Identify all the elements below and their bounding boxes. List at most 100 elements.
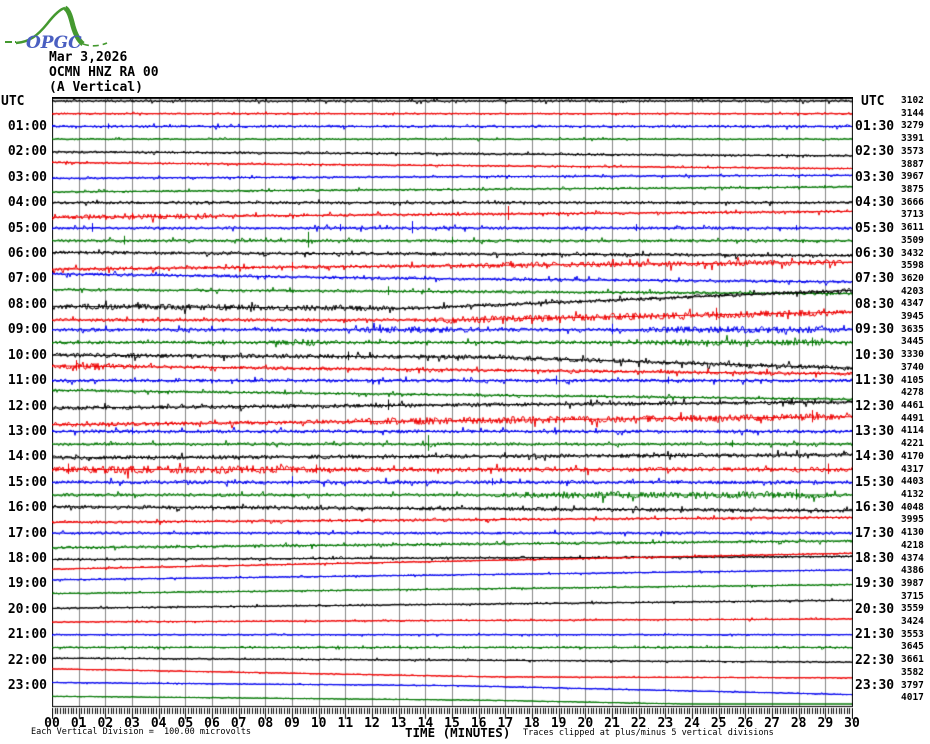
right-time-label: 12:30 (855, 398, 895, 414)
x-tick-label: 02 (97, 716, 114, 731)
logo-curve-ascent (15, 6, 66, 45)
x-tick-label: 07 (230, 716, 247, 731)
trace-value-label: 4203 (901, 285, 924, 297)
trace-value-label: 4170 (901, 450, 924, 462)
x-tick-label: 30 (844, 716, 860, 731)
header-component: (A Vertical) (49, 80, 143, 95)
trace-value-label: 3573 (901, 145, 924, 157)
right-time-label: 04:30 (855, 195, 895, 211)
right-time-label: 18:30 (855, 551, 895, 566)
trace-value-label: 3967 (901, 171, 924, 183)
left-time-label: 03:00 (7, 169, 47, 185)
x-tick-label: 15 (444, 716, 460, 731)
left-time-label: 08:00 (7, 296, 47, 312)
left-time-label: 20:00 (7, 601, 47, 617)
left-time-label: 23:00 (7, 678, 47, 694)
x-tick-label: 06 (204, 716, 220, 731)
trace-value-label: 3424 (901, 616, 924, 628)
left-time-label: 12:00 (7, 398, 47, 414)
right-time-label: 03:30 (855, 169, 895, 185)
opgc-logo: OPGC (5, 5, 108, 52)
right-time-label: 06:30 (855, 246, 895, 261)
trace-value-label: 3645 (901, 641, 924, 653)
trace-value-label: 3945 (901, 311, 924, 323)
logo-curve-descent (63, 5, 85, 46)
trace-value-label: 3666 (901, 196, 924, 208)
x-tick-label: 01 (70, 716, 87, 731)
trace-value-label: 3875 (901, 183, 924, 195)
x-tick-label: 25 (710, 716, 727, 731)
plot-header: Mar 3,2026 OCMN HNZ RA 00 (A Vertical) (49, 50, 159, 95)
trace-value-label: 3598 (901, 260, 924, 272)
trace-value-label: 3620 (901, 272, 924, 284)
trace-value-label: 3715 (901, 590, 924, 602)
trace-value-label: 3611 (901, 222, 924, 234)
trace-value-label: 3391 (901, 133, 924, 145)
trace-value-label: 3445 (901, 336, 924, 348)
left-time-label: 16:00 (7, 500, 47, 516)
right-time-label: 08:30 (855, 296, 895, 312)
left-time-label: 22:00 (7, 652, 47, 668)
trace-value-label: 3797 (901, 679, 924, 691)
right-time-label: 16:30 (855, 500, 895, 516)
trace-value-label: 3661 (901, 654, 924, 666)
left-time-label: 05:00 (7, 220, 47, 236)
trace-value-label: 3887 (901, 158, 924, 170)
header-date: Mar 3,2026 (49, 50, 128, 65)
clip-note: Traces clipped at plus/minus 5 vertical … (523, 728, 774, 738)
x-tick-label: 13 (390, 716, 407, 731)
trace-value-label: 3509 (901, 234, 924, 246)
trace-value-label: 4386 (901, 565, 924, 577)
left-time-label: 21:00 (7, 627, 47, 643)
left-time-label: 11:00 (7, 373, 47, 389)
x-tick-label: 20 (577, 716, 594, 731)
logo-text: OPGC (26, 33, 82, 52)
right-time-label: 22:30 (855, 652, 895, 668)
trace-value-label: 3279 (901, 120, 924, 132)
trace-value-label: 4114 (901, 425, 924, 437)
trace-value-label: 4317 (901, 463, 924, 475)
left-time-label: 13:00 (7, 423, 47, 439)
right-time-label: 02:30 (855, 144, 895, 160)
x-tick-label: 22 (630, 716, 647, 731)
trace-value-label: 3987 (901, 577, 924, 589)
x-tick-label: 08 (257, 716, 274, 731)
trace-value-label: 3553 (901, 628, 924, 640)
trace-value-label: 3102 (901, 95, 924, 106)
trace-value-label: 4017 (901, 692, 924, 704)
right-time-label: 09:30 (855, 322, 895, 338)
left-time-label: 02:00 (7, 144, 47, 160)
right-time-label: 01:30 (855, 118, 895, 134)
trace-value-label: 4132 (901, 488, 924, 500)
x-tick-label: 18 (524, 716, 540, 731)
x-tick-label: 14 (417, 716, 434, 731)
left-time-label: 19:00 (7, 576, 47, 592)
trace-value-label: 4461 (901, 400, 924, 411)
utc-left-label: UTC (1, 94, 25, 109)
left-time-label: 07:00 (7, 271, 47, 287)
left-time-label: 15:00 (7, 474, 47, 490)
trace-value-label: 3559 (901, 603, 924, 615)
trace-value-label: 4403 (901, 476, 924, 488)
trace-value-label: 4048 (901, 501, 924, 513)
trace-value-label: 4130 (901, 527, 924, 539)
trace-value-label: 4105 (901, 374, 924, 386)
x-tick-label: 11 (337, 716, 354, 731)
x-tick-label: 03 (124, 716, 140, 731)
x-tick-label: 17 (497, 716, 514, 731)
x-tick-label: 28 (790, 716, 807, 731)
right-time-label: 14:30 (855, 449, 895, 465)
right-time-label: 20:30 (855, 601, 895, 617)
right-time-label: 11:30 (855, 373, 895, 389)
left-time-label: 10:00 (7, 347, 47, 363)
x-tick-label: 12 (364, 716, 380, 731)
trace-value-label: 3635 (901, 323, 924, 335)
right-time-label: 15:30 (855, 474, 895, 490)
x-tick-label: 23 (657, 716, 674, 731)
trace-value-label: 3144 (901, 107, 924, 119)
trace-value-label: 3582 (901, 666, 924, 678)
x-tick-label: 05 (177, 716, 194, 731)
left-time-label: 09:00 (7, 322, 47, 338)
x-tick-label: 26 (737, 716, 754, 731)
